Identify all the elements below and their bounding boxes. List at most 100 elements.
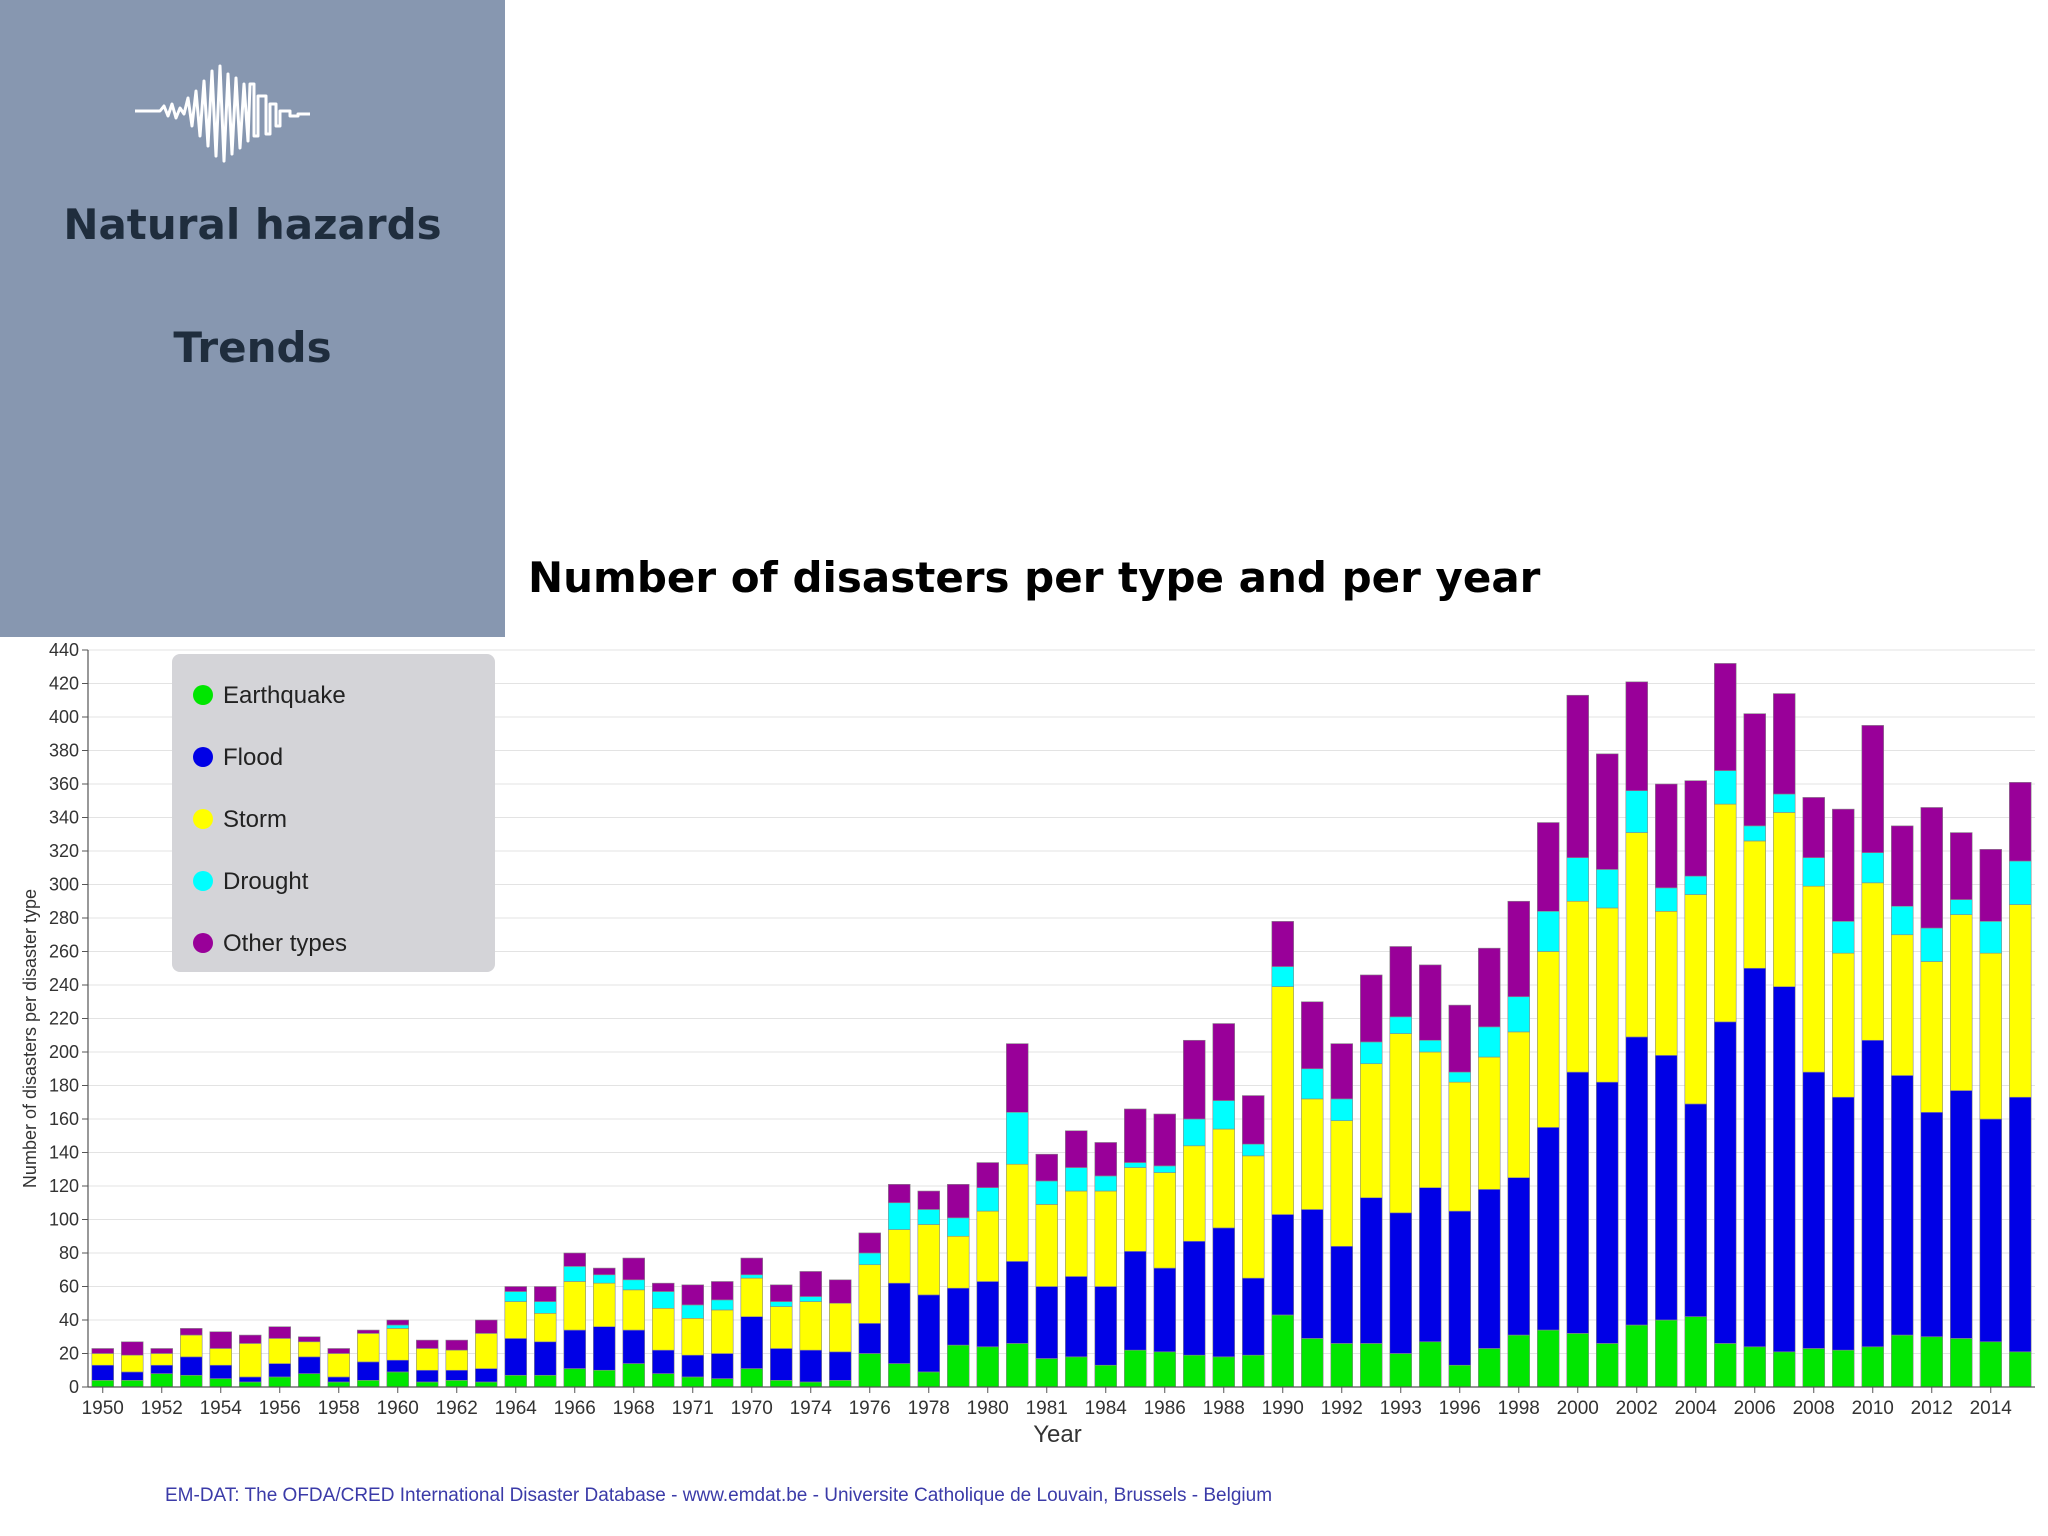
legend-label: Flood: [223, 744, 283, 771]
x-tick-label: 1988: [1203, 1398, 1245, 1419]
bar-segment-earthquake: [1006, 1343, 1029, 1388]
bar-segment-earthquake: [1596, 1343, 1619, 1388]
bar-segment-flood: [1950, 1090, 1973, 1339]
bar-segment-storm: [1861, 882, 1884, 1041]
bar-segment-other-types: [652, 1282, 675, 1292]
x-tick-label: 1984: [1085, 1398, 1128, 1419]
bar-segment-flood: [1714, 1021, 1737, 1344]
bar-segment-storm: [1537, 951, 1560, 1128]
bar-segment-flood: [799, 1349, 822, 1383]
y-tick-label: 400: [49, 707, 79, 727]
x-tick-label: 1952: [141, 1398, 183, 1419]
bar-segment-other-types: [327, 1348, 350, 1354]
legend-swatch: [193, 685, 213, 705]
bar-segment-earthquake: [1566, 1333, 1589, 1388]
bar-segment-storm: [1153, 1172, 1176, 1269]
bar-segment-flood: [445, 1369, 468, 1381]
bar-segment-storm: [445, 1349, 468, 1371]
bar-segment-earthquake: [770, 1379, 793, 1388]
bar-segment-other-types: [1861, 725, 1884, 853]
bar-segment-earthquake: [1537, 1329, 1560, 1388]
bar-segment-earthquake: [1950, 1338, 1973, 1388]
bar-segment-storm: [1212, 1128, 1235, 1229]
y-tick-label: 320: [49, 841, 79, 861]
bar-segment-other-types: [1065, 1130, 1088, 1168]
seismograph-skyline-icon: [135, 64, 310, 163]
bar-segment-drought: [1773, 793, 1796, 813]
y-tick-label: 60: [59, 1277, 79, 1297]
sidebar-title: Natural hazards: [63, 200, 442, 249]
bar-segment-drought: [534, 1301, 557, 1314]
bar-segment-drought: [770, 1301, 793, 1307]
y-tick-label: 200: [49, 1042, 79, 1062]
bar-segment-flood: [1743, 967, 1766, 1348]
bar-segment-other-types: [1596, 753, 1619, 870]
bar-segment-earthquake: [1832, 1349, 1855, 1388]
bar-segment-drought: [1743, 825, 1766, 842]
legend-swatch: [193, 933, 213, 953]
bar-segment-storm: [1124, 1167, 1147, 1252]
bar-segment-drought: [740, 1274, 763, 1279]
bar-segment-flood: [1861, 1039, 1884, 1348]
bar-segment-drought: [1861, 852, 1884, 884]
bar-segment-storm: [1301, 1098, 1324, 1210]
sidebar-panel: Natural hazards Trends: [0, 0, 505, 637]
bar-segment-flood: [1330, 1245, 1353, 1344]
bar-segment-earthquake: [1802, 1348, 1825, 1388]
bar-layer: [91, 663, 2032, 1388]
y-tick-label: 180: [49, 1076, 79, 1096]
bar-segment-flood: [1832, 1096, 1855, 1351]
bar-segment-flood: [1389, 1212, 1412, 1354]
bar-segment-earthquake: [504, 1374, 527, 1388]
bar-segment-flood: [1802, 1071, 1825, 1349]
bar-segment-earthquake: [1714, 1343, 1737, 1388]
bar-segment-earthquake: [1301, 1338, 1324, 1388]
x-tick-label: 2010: [1852, 1398, 1894, 1419]
bar-segment-drought: [1950, 899, 1973, 915]
bar-segment-flood: [239, 1376, 262, 1383]
bar-segment-other-types: [357, 1329, 380, 1334]
bar-segment-other-types: [593, 1267, 616, 1276]
bar-segment-earthquake: [681, 1376, 704, 1388]
bar-segment-earthquake: [1065, 1356, 1088, 1388]
bar-segment-drought: [1006, 1111, 1029, 1165]
bar-segment-storm: [947, 1235, 970, 1289]
bar-segment-other-types: [1153, 1113, 1176, 1167]
y-tick-label: 340: [49, 808, 79, 828]
y-tick-label: 260: [49, 942, 79, 962]
legend-swatch: [193, 871, 213, 891]
y-tick-label: 40: [59, 1310, 79, 1330]
bar-segment-other-types: [416, 1339, 439, 1349]
bar-segment-earthquake: [652, 1373, 675, 1388]
bar-segment-flood: [1301, 1209, 1324, 1339]
y-tick-label: 100: [49, 1210, 79, 1230]
bar-segment-drought: [386, 1324, 409, 1329]
bar-segment-storm: [1714, 803, 1737, 1023]
bar-segment-drought: [917, 1209, 940, 1225]
bar-segment-storm: [1419, 1051, 1442, 1188]
bar-segment-storm: [1389, 1033, 1412, 1214]
bar-segment-drought: [1920, 927, 1943, 962]
legend-label: Earthquake: [223, 682, 346, 709]
bar-segment-earthquake: [1153, 1351, 1176, 1388]
chart-legend: Earthquake Flood Storm Drought Other types: [172, 654, 495, 972]
bar-segment-drought: [1065, 1167, 1088, 1192]
bar-segment-earthquake: [858, 1353, 881, 1388]
bar-segment-flood: [652, 1349, 675, 1374]
bar-segment-flood: [1065, 1276, 1088, 1358]
bar-segment-drought: [1507, 996, 1530, 1033]
bar-segment-earthquake: [1271, 1314, 1294, 1388]
bar-segment-storm: [563, 1281, 586, 1331]
bar-segment-earthquake: [593, 1369, 616, 1388]
y-tick-label: 380: [49, 741, 79, 761]
bar-segment-other-types: [917, 1190, 940, 1210]
bar-segment-flood: [1684, 1103, 1707, 1317]
bar-segment-other-types: [681, 1284, 704, 1306]
bar-segment-drought: [1212, 1100, 1235, 1130]
bar-segment-storm: [1802, 885, 1825, 1073]
bar-segment-other-types: [1743, 713, 1766, 827]
bar-segment-earthquake: [917, 1371, 940, 1388]
stacked-bar-chart: 0 20 40 60 80 100 120 140 160 180 200 220 240 260 280 3…: [20, 640, 2035, 1448]
bar-segment-storm: [1743, 840, 1766, 969]
bar-segment-other-types: [976, 1162, 999, 1188]
